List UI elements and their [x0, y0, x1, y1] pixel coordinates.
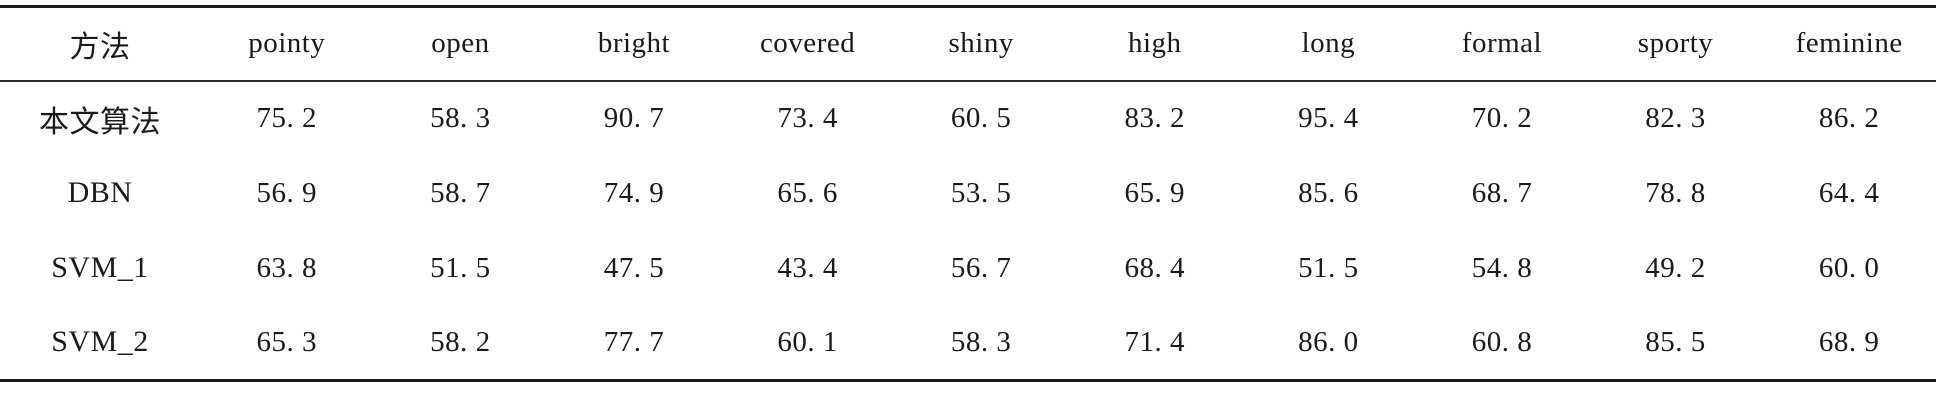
value-cell: 68. 7 [1471, 176, 1533, 209]
value-cell: 73. 4 [777, 102, 838, 134]
table-row-dbn: DBN 56. 9 58. 7 74. 9 65. 6 53. 5 65. 9 … [0, 156, 1936, 231]
method-cell: SVM_2 [51, 325, 149, 359]
value-cell: 60. 5 [950, 102, 1012, 134]
header-row: 方法 pointy open bright covered shiny high… [0, 7, 1936, 81]
header-cell-sporty: sporty [1637, 27, 1714, 60]
value-cell: 68. 9 [1818, 325, 1880, 358]
value-cell: 71. 4 [1124, 325, 1186, 358]
value-cell: 86. 2 [1818, 102, 1880, 134]
value-cell: 83. 2 [1124, 102, 1186, 134]
table-row-svm2: SVM_2 65. 3 58. 2 77. 7 60. 1 58. 3 71. … [0, 306, 1936, 381]
value-cell: 64. 4 [1818, 176, 1880, 209]
table-row-svm1: SVM_1 63. 8 51. 5 47. 5 43. 4 56. 7 68. … [0, 231, 1936, 306]
results-table: 方法 pointy open bright covered shiny high… [0, 5, 1936, 382]
value-cell: 49. 2 [1645, 251, 1706, 284]
value-cell: 51. 5 [1298, 251, 1359, 284]
value-cell: 58. 3 [950, 325, 1012, 358]
value-cell: 65. 9 [1124, 176, 1186, 209]
value-cell: 85. 5 [1645, 325, 1706, 358]
header-cell-pointy: pointy [248, 27, 326, 60]
header-cell-covered: covered [759, 27, 856, 60]
table-row-ours: 本文算法 75. 2 58. 3 90. 7 73. 4 60. 5 83. 2… [0, 81, 1936, 156]
value-cell: 86. 0 [1298, 325, 1359, 358]
value-cell: 65. 6 [777, 176, 838, 209]
value-cell: 47. 5 [603, 251, 665, 284]
method-cell: 本文算法 [39, 105, 161, 139]
value-cell: 77. 7 [603, 325, 665, 358]
value-cell: 85. 6 [1298, 176, 1359, 209]
header-cell-method: 方法 [69, 30, 131, 64]
value-cell: 56. 9 [256, 176, 318, 209]
header-cell-formal: formal [1461, 27, 1543, 60]
value-cell: 54. 8 [1471, 251, 1533, 284]
header-cell-high: high [1127, 27, 1182, 60]
value-cell: 58. 2 [430, 325, 491, 358]
header-cell-open: open [431, 27, 490, 60]
value-cell: 60. 1 [777, 325, 838, 358]
header-cell-long: long [1301, 27, 1356, 60]
value-cell: 74. 9 [603, 176, 665, 209]
value-cell: 63. 8 [256, 251, 318, 284]
header-cell-bright: bright [597, 27, 671, 60]
value-cell: 65. 3 [256, 325, 318, 358]
value-cell: 75. 2 [256, 102, 318, 134]
method-cell: SVM_1 [51, 251, 149, 284]
header-cell-feminine: feminine [1795, 27, 1903, 60]
value-cell: 68. 4 [1124, 251, 1186, 284]
value-cell: 60. 0 [1818, 251, 1880, 284]
value-cell: 78. 8 [1645, 176, 1706, 209]
method-cell: DBN [67, 176, 133, 209]
value-cell: 70. 2 [1471, 102, 1533, 134]
value-cell: 58. 7 [430, 176, 491, 209]
value-cell: 56. 7 [950, 251, 1012, 284]
value-cell: 51. 5 [430, 251, 491, 284]
value-cell: 43. 4 [777, 251, 838, 284]
value-cell: 60. 8 [1471, 325, 1533, 358]
value-cell: 95. 4 [1298, 102, 1359, 134]
value-cell: 90. 7 [603, 102, 665, 134]
value-cell: 58. 3 [430, 102, 491, 134]
value-cell: 53. 5 [950, 176, 1012, 209]
value-cell: 82. 3 [1645, 102, 1706, 134]
header-cell-shiny: shiny [948, 27, 1014, 60]
